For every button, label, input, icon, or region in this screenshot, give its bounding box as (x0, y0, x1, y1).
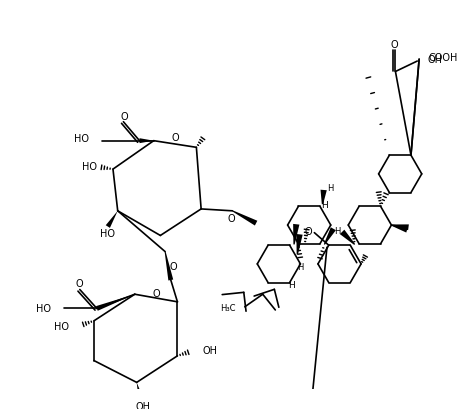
Polygon shape (340, 230, 355, 245)
Text: H₃C: H₃C (220, 303, 236, 312)
Text: HO: HO (36, 304, 51, 314)
Polygon shape (391, 225, 408, 233)
Text: O: O (152, 288, 160, 298)
Text: OH: OH (428, 55, 443, 65)
Polygon shape (106, 211, 118, 228)
Polygon shape (139, 139, 154, 144)
Polygon shape (164, 252, 173, 281)
Polygon shape (137, 382, 144, 400)
Text: COOH: COOH (428, 53, 457, 63)
Text: OH: OH (136, 401, 151, 409)
Text: O: O (305, 227, 312, 237)
Text: OH: OH (202, 346, 217, 355)
Polygon shape (293, 225, 300, 245)
Text: H: H (288, 281, 294, 290)
Text: O: O (75, 279, 83, 288)
Text: HO: HO (100, 229, 115, 239)
Text: HO: HO (82, 161, 97, 171)
Text: HO: HO (55, 321, 69, 331)
Text: O: O (228, 213, 235, 223)
Polygon shape (96, 294, 135, 311)
Polygon shape (296, 234, 302, 255)
Polygon shape (320, 190, 327, 205)
Text: O: O (121, 112, 128, 122)
Text: H: H (298, 262, 304, 271)
Polygon shape (232, 211, 257, 226)
Text: H: H (321, 200, 328, 209)
Polygon shape (392, 225, 409, 231)
Text: HO: HO (74, 134, 89, 144)
Text: H: H (327, 184, 334, 193)
Polygon shape (324, 228, 336, 245)
Text: O: O (170, 261, 177, 271)
Text: O: O (171, 133, 179, 143)
Text: H: H (335, 226, 341, 235)
Text: O: O (390, 40, 398, 50)
